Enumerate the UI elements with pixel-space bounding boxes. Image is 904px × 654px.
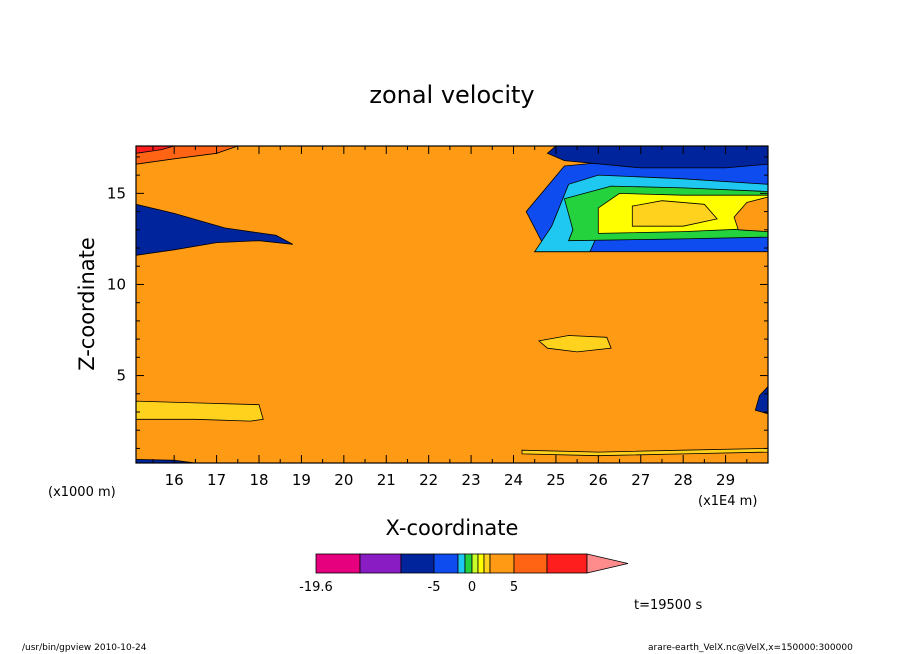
colorbar-segment xyxy=(546,553,588,574)
x-unit-right-label: (x1E4 m) xyxy=(698,494,757,509)
colorbar-extend-arrow xyxy=(586,553,629,574)
x-tick-label: 24 xyxy=(504,471,523,489)
colorbar-segment xyxy=(489,553,515,574)
x-tick-label: 23 xyxy=(462,471,481,489)
colorbar-label: -19.6 xyxy=(299,580,333,595)
x-tick-label: 29 xyxy=(716,471,735,489)
x-tick-label: 21 xyxy=(377,471,396,489)
chart-title: zonal velocity xyxy=(369,81,534,109)
x-tick-label: 22 xyxy=(419,471,438,489)
y-tick-label: 10 xyxy=(107,275,126,293)
contour-patch xyxy=(538,335,612,353)
contour-patch xyxy=(631,200,718,227)
contour-patch xyxy=(136,146,238,165)
colorbar-segment xyxy=(433,553,459,574)
x-tick-label: 18 xyxy=(249,471,268,489)
contour-patch xyxy=(546,146,768,169)
colorbar-segment xyxy=(315,553,361,574)
x-tick-label: 26 xyxy=(589,471,608,489)
colorbar xyxy=(315,553,629,574)
x-tick-label: 20 xyxy=(334,471,353,489)
y-axis-label: Z-coordinate xyxy=(75,237,99,371)
contour-patch xyxy=(136,146,175,154)
colorbar-segment xyxy=(400,553,435,574)
colorbar-segment xyxy=(359,553,402,574)
contour-patch xyxy=(521,447,768,457)
x-tick-label: 27 xyxy=(631,471,650,489)
y-axis-ticks: 5 10 15 xyxy=(107,156,768,449)
colorbar-segment xyxy=(483,553,491,574)
colorbar-segment xyxy=(513,553,548,574)
contour-patch xyxy=(136,400,264,422)
x-tick-label: 25 xyxy=(546,471,565,489)
colorbar-labels: -19.6 -5 0 5 xyxy=(299,580,518,595)
x-tick-label: 17 xyxy=(207,471,226,489)
x-tick-label: 19 xyxy=(292,471,311,489)
colorbar-label: 5 xyxy=(510,580,518,595)
colorbar-label: 0 xyxy=(468,580,476,595)
contour-patch xyxy=(136,203,294,256)
footer-left: /usr/bin/gpview 2010-10-24 xyxy=(22,643,147,653)
x-tick-label: 16 xyxy=(165,471,184,489)
time-label: t=19500 s xyxy=(634,598,702,613)
y-tick-label: 15 xyxy=(107,184,126,202)
footer-right: arare-earth_VelX.nc@VelX,x=150000:300000 xyxy=(648,643,853,653)
x-axis-label: X-coordinate xyxy=(386,516,519,540)
plot-frame xyxy=(135,145,769,464)
colorbar-label: -5 xyxy=(428,580,441,595)
colorbar-segment xyxy=(464,553,473,574)
x-axis-ticks: 16 17 18 19 20 21 22 23 24 25 26 27 28 29 xyxy=(152,146,748,489)
plot-area xyxy=(136,146,768,463)
colorbar-segment xyxy=(477,553,485,574)
x-unit-label: (x1000 m) xyxy=(48,485,116,500)
colorbar-segment xyxy=(471,553,479,574)
x-tick-label: 28 xyxy=(674,471,693,489)
colorbar-segment xyxy=(457,553,466,574)
y-tick-label: 5 xyxy=(116,367,126,385)
contour-patch xyxy=(733,196,768,233)
